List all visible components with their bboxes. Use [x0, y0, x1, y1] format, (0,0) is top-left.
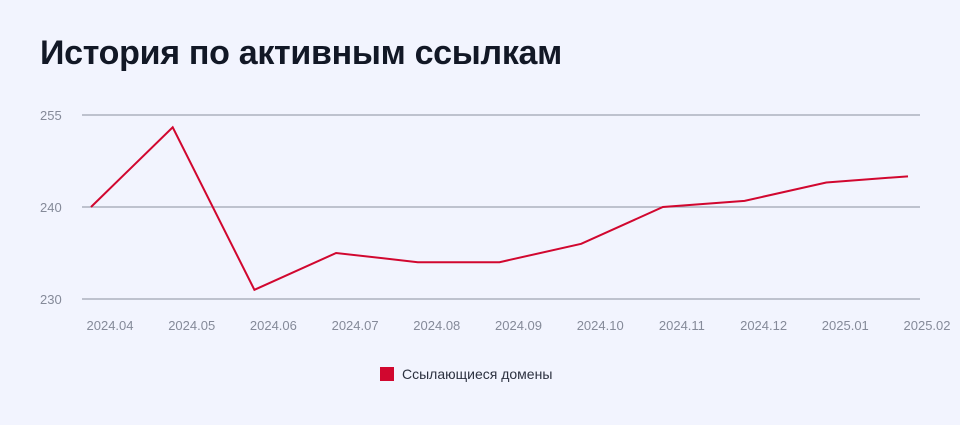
- legend-label: Ссылающиеся домены: [402, 366, 553, 382]
- series-line: [90, 125, 909, 292]
- x-tick-label: 2025.01: [822, 318, 869, 333]
- y-tick-label: 255: [40, 108, 62, 123]
- x-tick-label: 2024.11: [659, 318, 705, 333]
- x-tick-label: 2024.04: [87, 318, 134, 333]
- x-axis-ticks: 2024.04 2024.05 2024.06 2024.07 2024.08 2024.…: [87, 318, 951, 333]
- legend: Ссылающиеся домены: [380, 366, 552, 382]
- grid-lines: [82, 114, 920, 300]
- x-tick-label: 2024.08: [413, 318, 460, 333]
- x-tick-label: 2024.12: [740, 318, 787, 333]
- x-tick-label: 2024.07: [332, 318, 379, 333]
- series-lines: [90, 125, 909, 292]
- x-tick-label: 2025.02: [904, 318, 951, 333]
- x-tick-label: 2024.10: [577, 318, 624, 333]
- x-tick-label: 2024.09: [495, 318, 542, 333]
- x-tick-label: 2024.05: [168, 318, 215, 333]
- legend-swatch: [380, 367, 394, 381]
- y-axis-ticks: 230 240 255: [40, 108, 62, 307]
- y-tick-label: 230: [40, 292, 62, 307]
- x-tick-label: 2024.06: [250, 318, 297, 333]
- chart-title: История по активным ссылкам: [40, 34, 563, 72]
- y-tick-label: 240: [40, 200, 62, 215]
